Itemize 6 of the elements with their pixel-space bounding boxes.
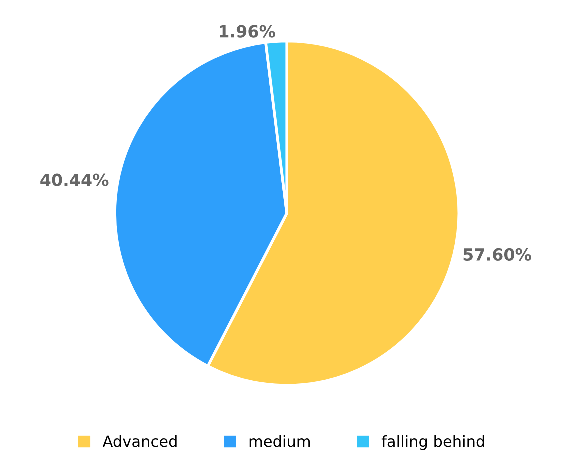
legend-label: falling behind bbox=[382, 435, 484, 450]
data-label: 40.44% bbox=[40, 174, 109, 186]
data-label: 57.60% bbox=[464, 248, 532, 262]
legend-label: medium bbox=[250, 435, 310, 448]
data-label: 1.96% bbox=[220, 25, 276, 38]
legend-label: Advanced bbox=[102, 435, 177, 448]
